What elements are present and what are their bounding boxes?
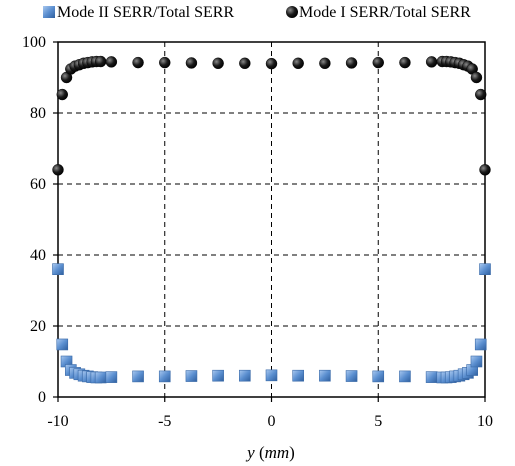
legend-label-mode-ii: Mode II SERR/Total SERR <box>57 4 234 21</box>
data-point-mode-i <box>470 71 483 84</box>
data-point-mode-ii <box>265 369 278 382</box>
data-point-mode-i <box>345 57 358 69</box>
data-point-mode-ii <box>345 370 358 382</box>
data-point-mode-ii <box>132 370 144 383</box>
data-point-mode-ii <box>425 371 438 383</box>
data-point-mode-i <box>319 57 331 69</box>
data-point-mode-i <box>185 57 198 69</box>
data-point-mode-i <box>159 56 171 69</box>
data-point-mode-ii <box>185 370 198 382</box>
data-point-mode-ii <box>52 263 64 276</box>
data-point-mode-ii <box>56 338 69 351</box>
data-point-mode-i <box>475 88 487 101</box>
data-point-mode-ii <box>319 369 331 382</box>
data-point-mode-i <box>425 56 438 68</box>
x-tick-label: 0 <box>268 413 276 430</box>
data-point-mode-ii <box>239 369 251 382</box>
x-tick-label: -5 <box>158 413 171 430</box>
x-tick-label: -10 <box>47 413 68 430</box>
data-point-mode-i <box>479 164 491 176</box>
data-point-mode-ii <box>158 370 171 383</box>
data-point-mode-ii <box>399 370 411 383</box>
y-tick-label: 0 <box>38 389 46 406</box>
series-mode-ii <box>52 263 491 384</box>
data-point-mode-i <box>94 55 107 68</box>
x-axis-title-close: ) <box>289 443 295 462</box>
data-point-mode-i <box>372 56 384 69</box>
y-tick-label: 20 <box>30 318 46 335</box>
data-point-mode-i <box>265 57 278 70</box>
data-point-mode-ii <box>292 369 304 382</box>
legend: Mode II SERR/Total SERR Mode I SERR/Tota… <box>43 4 471 21</box>
data-point-mode-ii <box>470 355 483 368</box>
data-point-mode-i <box>52 164 64 176</box>
y-axis-ticks: 0 20 40 60 80 100 <box>22 34 58 406</box>
series-mode-i <box>52 55 491 176</box>
data-point-mode-i <box>212 57 224 69</box>
data-point-mode-i <box>399 56 411 69</box>
x-axis-title: y (mm) <box>245 443 295 462</box>
y-tick-label: 40 <box>30 247 46 264</box>
legend-label-mode-i: Mode I SERR/Total SERR <box>299 4 471 21</box>
data-point-mode-ii <box>479 263 491 276</box>
x-axis-ticks: -10 -5 0 5 10 <box>47 397 493 430</box>
data-point-mode-i <box>132 56 144 69</box>
data-point-mode-ii <box>212 369 224 382</box>
data-point-mode-i <box>105 56 118 68</box>
y-tick-label: 60 <box>30 176 46 193</box>
data-point-mode-i <box>239 57 251 69</box>
legend-marker-mode-i <box>286 6 298 18</box>
data-point-mode-ii <box>474 338 487 351</box>
x-axis-title-unit: mm <box>265 443 290 462</box>
data-point-mode-ii <box>105 371 118 383</box>
data-point-mode-ii <box>372 370 385 383</box>
x-tick-label: 10 <box>477 413 493 430</box>
grid <box>58 42 485 397</box>
x-axis-title-open: ( <box>255 443 265 462</box>
data-point-mode-i <box>56 88 68 101</box>
data-point-mode-i <box>292 57 304 69</box>
x-tick-label: 5 <box>374 413 382 430</box>
legend-marker-mode-ii <box>43 6 55 18</box>
data-point-mode-ii <box>94 371 107 384</box>
y-tick-label: 80 <box>30 105 46 122</box>
y-tick-label: 100 <box>22 34 46 51</box>
